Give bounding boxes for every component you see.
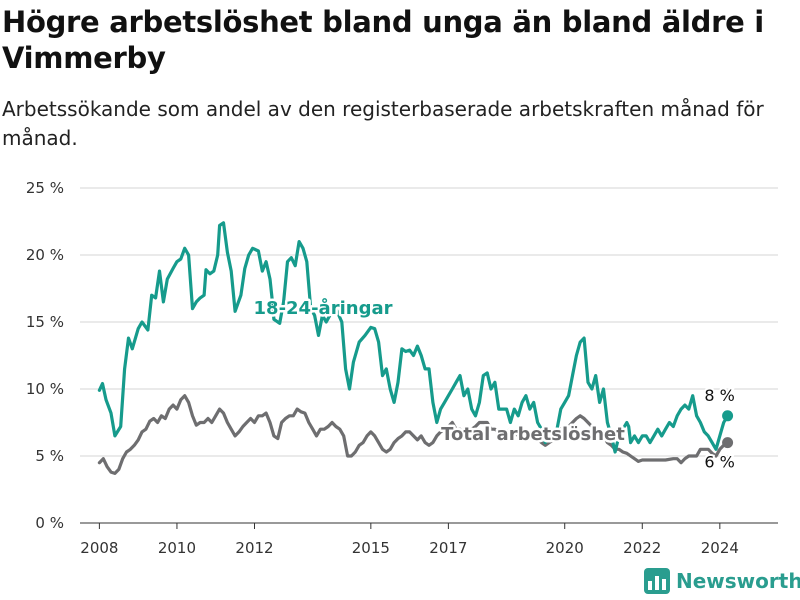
y-tick-label: 0 % [35, 514, 64, 532]
series-end-point-0 [722, 410, 734, 422]
y-tick-label: 25 % [26, 179, 64, 197]
y-axis: 0 % 5 % 10 % 15 % 20 % 25 % [26, 179, 64, 532]
series-labels: 18-24-åringar Total arbetslöshet 8 % 6 % [251, 295, 737, 474]
brand-logo: Newsworthy [644, 568, 800, 594]
series-name-label: 18-24-åringar [254, 297, 393, 319]
series-line-0 [97, 221, 730, 454]
y-tick-label: 5 % [35, 447, 64, 465]
series-line-1 [97, 394, 730, 475]
y-tick-label: 10 % [26, 380, 64, 398]
x-tick-label: 2017 [429, 539, 467, 557]
x-tick-label: 2022 [623, 539, 661, 557]
x-tick-label: 2015 [352, 539, 390, 557]
x-tick-label: 2012 [235, 539, 273, 557]
x-tick-label: 2008 [80, 539, 118, 557]
x-tick-label: 2020 [546, 539, 584, 557]
y-tick-label: 20 % [26, 246, 64, 264]
brand-name: Newsworthy [676, 569, 800, 593]
bar-chart-icon [644, 568, 670, 594]
chart-subtitle: Arbetssökande som andel av den registerb… [2, 97, 764, 150]
series-lines [97, 221, 734, 475]
series-name-label: Total arbetslöshet [441, 424, 625, 445]
end-value-label: 8 % [704, 386, 734, 405]
x-tick-label: 2024 [701, 539, 739, 557]
x-axis: 2008 2010 2012 2015 2017 2020 2022 2024 [80, 523, 739, 557]
chart-title: Högre arbetslöshet bland unga än bland ä… [2, 5, 764, 75]
y-tick-label: 15 % [26, 313, 64, 331]
series-end-point-1 [722, 437, 734, 449]
end-value-label: 6 % [704, 453, 734, 472]
gridlines [80, 187, 778, 524]
x-tick-label: 2010 [158, 539, 196, 557]
